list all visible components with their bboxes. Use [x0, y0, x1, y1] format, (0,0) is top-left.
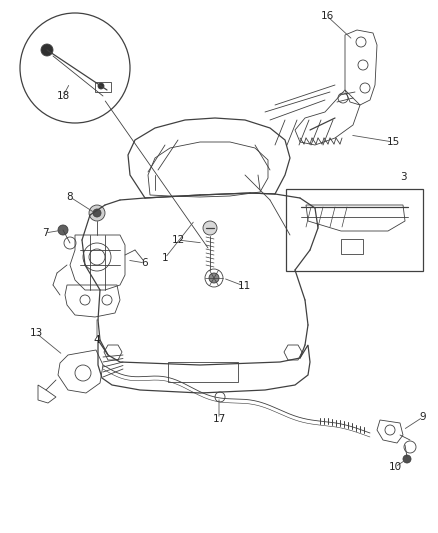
Text: 1: 1 [162, 253, 168, 263]
Circle shape [58, 225, 68, 235]
Bar [341, 239, 363, 254]
Circle shape [209, 273, 219, 283]
Text: 3: 3 [400, 172, 406, 182]
Text: 18: 18 [57, 91, 70, 101]
Text: 8: 8 [67, 192, 73, 202]
Text: 12: 12 [171, 235, 185, 245]
Text: 15: 15 [386, 137, 399, 147]
Circle shape [98, 83, 104, 89]
Text: 9: 9 [420, 412, 426, 422]
Text: 16: 16 [320, 11, 334, 21]
Bar [286, 189, 423, 271]
Circle shape [89, 205, 105, 221]
Text: 4: 4 [94, 335, 100, 345]
Circle shape [41, 44, 53, 56]
Text: 10: 10 [389, 462, 402, 472]
Text: 7: 7 [42, 228, 48, 238]
Bar [95, 82, 111, 92]
Circle shape [203, 221, 217, 235]
Text: 6: 6 [141, 258, 148, 268]
Bar [168, 362, 238, 382]
Circle shape [403, 455, 411, 463]
Text: 17: 17 [212, 414, 226, 424]
Text: 11: 11 [237, 281, 251, 291]
Circle shape [93, 209, 101, 217]
Text: 13: 13 [29, 328, 42, 338]
